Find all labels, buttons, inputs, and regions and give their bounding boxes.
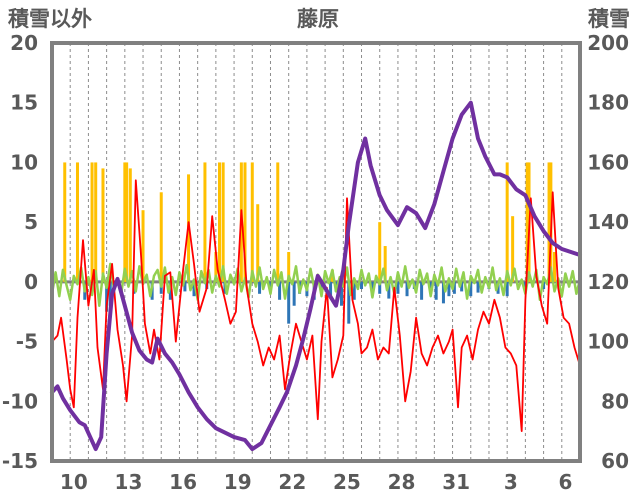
negative-bar [542, 281, 546, 290]
negative-bar [192, 281, 196, 297]
negative-bar [429, 281, 433, 294]
y-left-tick-label: 15 [10, 91, 38, 115]
negative-bar [420, 281, 424, 300]
negative-bar [168, 281, 172, 300]
precip-bar [125, 162, 129, 282]
precip-bar [553, 252, 557, 282]
precip-bar [511, 216, 515, 282]
y-left-tick-label: 10 [10, 150, 38, 174]
precip-bar [101, 168, 105, 282]
negative-bar [105, 281, 109, 312]
negative-bar [370, 281, 374, 297]
precip-bar [214, 252, 218, 282]
precip-bar [141, 210, 145, 282]
negative-bar [352, 281, 356, 300]
x-tick-label: 22 [278, 470, 306, 494]
y-left-tick-label: -10 [2, 389, 38, 413]
y-axis-left-title: 積雪以外 [8, 7, 92, 31]
y-left-tick-label: -15 [2, 449, 38, 473]
y-right-tick-label: 120 [587, 270, 629, 294]
y-right-tick-label: 60 [601, 449, 629, 473]
x-tick-label: 10 [60, 470, 88, 494]
precip-bar [221, 162, 225, 282]
negative-bar [447, 281, 451, 297]
plot-frame [50, 41, 582, 463]
precip-bar [525, 162, 529, 282]
y-left-tick-label: 5 [24, 210, 38, 234]
negative-bar [396, 281, 400, 294]
precip-bar [218, 162, 222, 282]
line-series [50, 100, 582, 452]
negative-bar [347, 281, 351, 324]
precip-bar [123, 162, 127, 282]
negative-bar [329, 281, 333, 299]
precip-bar [256, 204, 260, 282]
x-tick-label: 31 [442, 470, 470, 494]
snow-depth-line [50, 100, 582, 452]
precip-bar [287, 252, 291, 282]
precip-bar [75, 162, 79, 282]
x-tick-label: 3 [504, 470, 518, 494]
y-right-tick-label: 200 [587, 31, 629, 55]
negative-bar [460, 281, 464, 292]
x-tick-label: 28 [388, 470, 416, 494]
negative-bar [505, 281, 509, 297]
x-tick-label: 6 [558, 470, 572, 494]
negative-bar [405, 281, 409, 297]
precip-bar [203, 162, 207, 282]
negative-bar [441, 281, 445, 304]
precip-bar [63, 162, 67, 282]
negative-bar [339, 281, 343, 306]
y-right-tick-label: 160 [587, 150, 629, 174]
negative-bar [360, 281, 364, 290]
y-left-tick-label: 0 [24, 270, 38, 294]
negative-bar [292, 281, 296, 306]
negative-bar [452, 281, 456, 294]
negative-bar [278, 281, 282, 300]
negative-bar [387, 281, 391, 299]
precip-bar [159, 192, 163, 282]
precip-bar [505, 162, 509, 282]
chart-title: 藤原 [296, 7, 339, 31]
precip-bar [128, 168, 132, 282]
negative-bar [434, 281, 438, 300]
x-tick-label: 13 [115, 470, 143, 494]
x-tick-label: 16 [169, 470, 197, 494]
bar-series [63, 162, 557, 324]
negative-bar [287, 281, 291, 324]
precip-bar [243, 162, 247, 282]
precip-bar [378, 222, 382, 282]
y-left-tick-label: -5 [16, 330, 38, 354]
y-right-tick-label: 80 [601, 389, 629, 413]
temperature-line [51, 179, 581, 433]
negative-bar [258, 281, 262, 294]
precip-bar [94, 162, 98, 282]
negative-bar [476, 281, 480, 293]
precip-bar [250, 162, 254, 282]
negative-bar [183, 281, 187, 292]
y-right-tick-label: 140 [587, 210, 629, 234]
y-left-tick-label: 20 [10, 31, 38, 55]
y-right-tick-label: 100 [587, 330, 629, 354]
precip-bar [383, 246, 387, 282]
x-tick-label: 19 [224, 470, 252, 494]
axis-labels: -15 -10 -5 0 5 10 15 20 60 80 100 120 140 160 180 200 10… [2, 31, 629, 494]
precip-bar [276, 162, 280, 282]
y-right-tick-label: 180 [587, 91, 629, 115]
negative-bar [469, 281, 473, 297]
x-tick-label: 25 [333, 470, 361, 494]
precip-bar [547, 162, 551, 282]
precip-bar [90, 162, 94, 282]
negative-bar [378, 281, 382, 294]
y-axis-right-title: 積雪 [588, 7, 630, 31]
